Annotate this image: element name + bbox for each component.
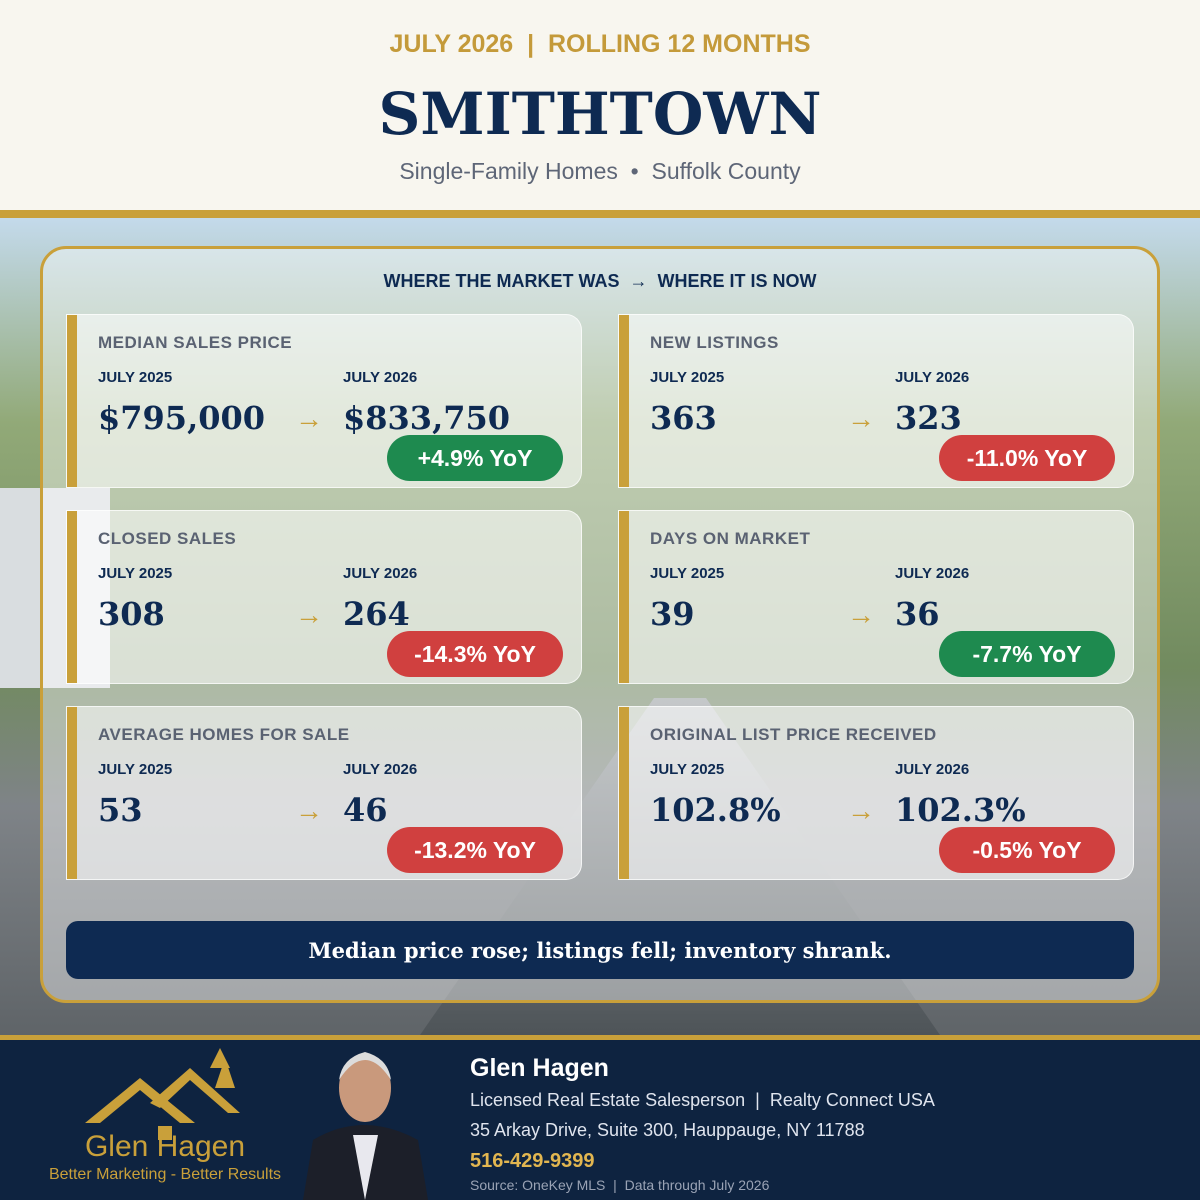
before-value: 363 xyxy=(650,399,717,437)
metric-label: DAYS ON MARKET xyxy=(650,529,811,548)
gold-rule xyxy=(0,210,1200,218)
logo-name: Glen Hagen xyxy=(84,1130,246,1163)
before-label: JULY 2025 xyxy=(650,565,725,582)
section-title: WHERE THE MARKET WAS → WHERE IT IS NOW xyxy=(383,271,817,291)
accent-bar xyxy=(619,707,629,879)
after-value: 102.3% xyxy=(895,791,1026,829)
after-value: 46 xyxy=(343,791,388,829)
metric-card: AVERAGE HOMES FOR SALE JULY 2025 JULY 2026… xyxy=(66,706,582,880)
metric-label: MEDIAN SALES PRICE xyxy=(98,333,293,352)
after-value: $833,750 xyxy=(343,399,510,437)
before-label: JULY 2025 xyxy=(650,761,725,778)
before-label: JULY 2025 xyxy=(98,761,173,778)
before-label: JULY 2025 xyxy=(98,565,173,582)
after-label: JULY 2026 xyxy=(895,761,970,778)
after-value: 36 xyxy=(895,595,940,633)
change-badge: -11.0% YoY xyxy=(939,435,1115,481)
change-badge: -0.5% YoY xyxy=(939,827,1115,873)
logo-mark xyxy=(85,1048,240,1140)
agent-name: Glen Hagen xyxy=(470,1054,609,1082)
change-badge: +4.9% YoY xyxy=(387,435,563,481)
metric-card: CLOSED SALES JULY 2025 JULY 2026 308 → 264 -14… xyxy=(66,510,582,684)
after-value: 323 xyxy=(895,399,962,437)
subtitle: Single-Family Homes • Suffolk County xyxy=(399,158,801,184)
metric-card: DAYS ON MARKET JULY 2025 JULY 2026 39 → 36 -7.… xyxy=(618,510,1134,684)
metric-card: MEDIAN SALES PRICE JULY 2025 JULY 2026 $795… xyxy=(66,314,582,488)
after-label: JULY 2026 xyxy=(343,565,418,582)
summary: Median price rose; listings fell; invent… xyxy=(66,921,1134,979)
before-label: JULY 2025 xyxy=(98,369,173,386)
arrow: → xyxy=(295,403,323,434)
agent-phone: 516-429-9399 xyxy=(470,1150,595,1172)
after-label: JULY 2026 xyxy=(343,369,418,386)
metric-label: NEW LISTINGS xyxy=(650,333,779,352)
source: Source: OneKey MLS | Data through July 2… xyxy=(470,1177,770,1193)
metric-card: NEW LISTINGS JULY 2025 JULY 2026 363 → 323 -11… xyxy=(618,314,1134,488)
before-value: $795,000 xyxy=(98,399,265,437)
before-label: JULY 2025 xyxy=(650,369,725,386)
after-label: JULY 2026 xyxy=(895,369,970,386)
accent-bar xyxy=(67,511,77,683)
metric-label: ORIGINAL LIST PRICE RECEIVED xyxy=(650,725,937,744)
after-label: JULY 2026 xyxy=(343,761,418,778)
before-value: 39 xyxy=(650,595,695,633)
metric-label: CLOSED SALES xyxy=(98,529,237,548)
arrow: → xyxy=(295,599,323,630)
kicker: JULY 2026 | ROLLING 12 MONTHS xyxy=(389,30,811,58)
change-badge: -14.3% YoY xyxy=(387,631,563,677)
agent-photo xyxy=(303,1052,428,1200)
footer: Glen Hagen Better Marketing - Better Res… xyxy=(0,1040,1200,1200)
arrow: → xyxy=(847,403,875,434)
accent-bar xyxy=(619,315,629,487)
before-value: 53 xyxy=(98,791,143,829)
gold-rule xyxy=(0,1035,1200,1040)
title: SMITHTOWN xyxy=(378,80,822,148)
agent-address: 35 Arkay Drive, Suite 300, Hauppauge, NY… xyxy=(470,1120,865,1140)
change-badge: -13.2% YoY xyxy=(387,827,563,873)
after-label: JULY 2026 xyxy=(895,565,970,582)
logo-tagline: Better Marketing - Better Results xyxy=(48,1166,282,1183)
agent-role: Licensed Real Estate Salesperson | Realt… xyxy=(470,1090,935,1110)
accent-bar xyxy=(67,707,77,879)
arrow: → xyxy=(847,599,875,630)
metric-label: AVERAGE HOMES FOR SALE xyxy=(98,725,350,744)
before-value: 102.8% xyxy=(650,791,781,829)
after-value: 264 xyxy=(343,595,410,633)
accent-bar xyxy=(619,511,629,683)
change-badge: -7.7% YoY xyxy=(939,631,1115,677)
arrow: → xyxy=(295,795,323,826)
before-value: 308 xyxy=(98,595,165,633)
metric-card: ORIGINAL LIST PRICE RECEIVED JULY 2025 JUL… xyxy=(618,706,1134,880)
accent-bar xyxy=(67,315,77,487)
arrow: → xyxy=(847,795,875,826)
